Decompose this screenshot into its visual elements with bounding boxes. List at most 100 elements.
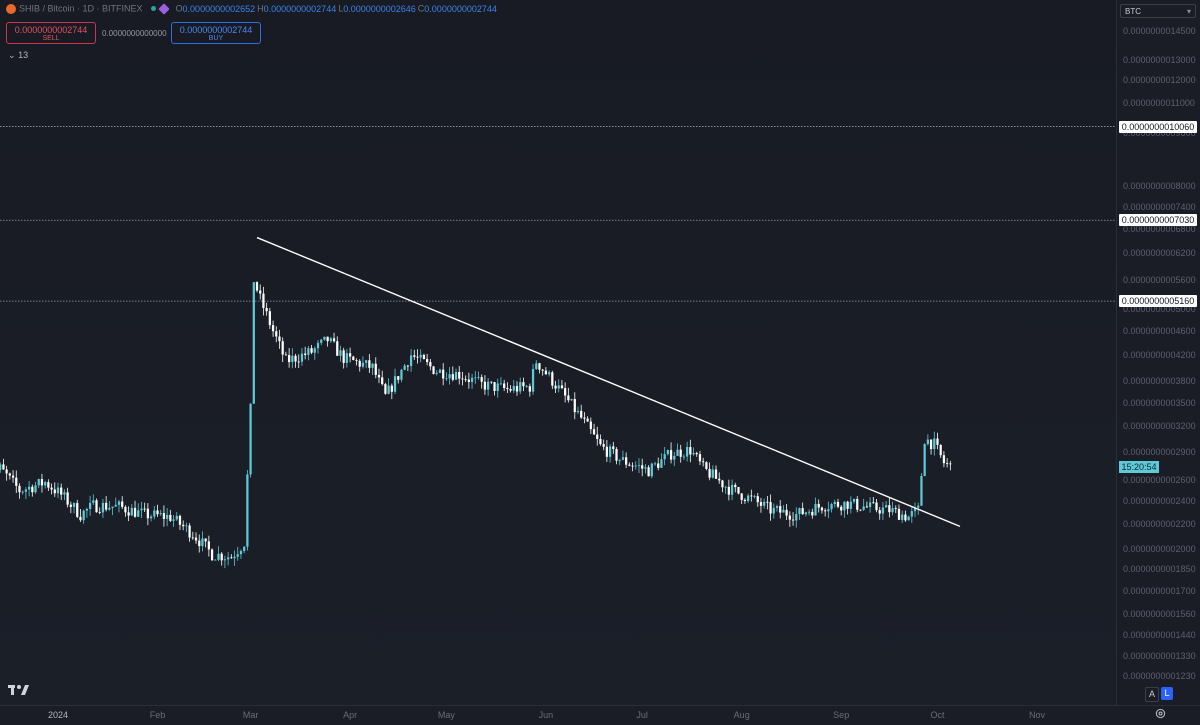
candle-body: [98, 512, 101, 513]
shib-coin-icon: [6, 3, 16, 14]
candle-body: [666, 450, 669, 455]
candle-body: [833, 501, 836, 505]
currency-selector[interactable]: BTC ▾: [1120, 4, 1196, 18]
candle-body: [801, 508, 804, 515]
candle-body: [329, 338, 332, 342]
candle-body: [727, 486, 730, 495]
candle-body: [387, 385, 390, 394]
price-tick-label: 0.0000000006200: [1123, 248, 1196, 259]
candle-body: [2, 464, 5, 470]
candle-body: [836, 501, 840, 507]
candle-body: [326, 336, 329, 342]
candle-body: [788, 515, 791, 520]
candle-body: [275, 331, 278, 337]
candle-body: [589, 421, 592, 430]
plugin-icon[interactable]: [157, 2, 170, 15]
candle-body: [470, 377, 474, 382]
time-axis[interactable]: 2024 Feb Mar Apr May Jun Jul Aug Sep Oct Nov: [0, 705, 1200, 725]
candle-body: [576, 410, 580, 413]
candle-body: [705, 462, 708, 469]
candle-body: [602, 444, 605, 447]
symbol-title[interactable]: SHIB / Bitcoin · 1D · BITFINEX: [19, 3, 143, 14]
candle-body: [201, 538, 204, 547]
candle-body: [198, 540, 201, 547]
candle-body: [432, 366, 435, 374]
candle-body: [891, 508, 894, 513]
ohlc-low-key: L: [338, 3, 344, 14]
candle-body: [169, 514, 172, 521]
time-tick-label: Mar: [242, 710, 259, 720]
candle-body: [88, 502, 92, 509]
candle-body: [737, 487, 740, 494]
tradingview-logo-icon[interactable]: [8, 683, 30, 697]
candle-body: [0, 464, 2, 470]
candle-body: [438, 369, 442, 373]
candle-body: [255, 282, 259, 291]
candle-body: [390, 385, 393, 392]
candle-body: [143, 508, 146, 510]
candle-body: [454, 371, 458, 380]
candle-body: [243, 546, 246, 551]
candle-body: [451, 374, 454, 380]
chart-pane[interactable]: [0, 0, 1116, 705]
candle-body: [316, 342, 320, 349]
time-tick-label: Sep: [833, 710, 850, 720]
candle-body: [846, 501, 849, 509]
horizontal-level-label: 0.0000000007030: [1119, 214, 1197, 227]
candle-body: [795, 514, 798, 521]
candle-body: [920, 475, 923, 506]
candle-body: [730, 484, 734, 495]
horizontal-level-label: 0.0000000005160: [1119, 295, 1197, 308]
ohlc-low-value: 0.0000000002646: [343, 3, 416, 14]
time-tick-label: Jul: [636, 710, 648, 720]
candle-body: [477, 376, 480, 378]
candle-body: [512, 386, 515, 391]
candle-body: [904, 514, 907, 521]
candle-body: [586, 418, 589, 422]
indicators-toggle[interactable]: ⌄ 13: [8, 50, 28, 61]
auto-scale-button[interactable]: A: [1145, 687, 1159, 702]
candle-body: [910, 511, 913, 517]
time-tick-label: Feb: [149, 710, 166, 720]
candle-body: [926, 439, 929, 445]
price-tick-label: 0.0000000002600: [1123, 475, 1196, 486]
candle-body: [515, 386, 519, 392]
price-tick-label: 0.0000000002900: [1123, 446, 1196, 457]
candle-body: [304, 353, 307, 355]
candle-body: [287, 355, 291, 363]
candle-body: [355, 360, 358, 361]
candle-body: [721, 480, 724, 488]
candle-body: [44, 482, 47, 486]
price-axis[interactable]: BTC ▾ 0.0000000014500 0.0000000013000 0.00…: [1116, 0, 1200, 705]
candle-body: [560, 385, 564, 389]
sell-button[interactable]: 0.0000000002744 SELL: [6, 22, 96, 44]
candle-body: [27, 486, 31, 490]
settings-gear-icon[interactable]: [1155, 708, 1166, 719]
candle-body: [368, 360, 371, 368]
candle-body: [259, 290, 262, 294]
candle-body: [307, 348, 310, 355]
candle-body: [933, 438, 936, 450]
buy-price: 0.0000000002744: [179, 25, 253, 35]
buy-button[interactable]: 0.0000000002744 BUY: [171, 22, 261, 44]
candle-body: [689, 447, 692, 455]
candle-body: [843, 501, 846, 511]
candle-body: [406, 365, 409, 367]
candle-body: [567, 395, 570, 401]
candle-body: [53, 489, 56, 494]
log-scale-button[interactable]: L: [1161, 687, 1173, 700]
candle-body: [345, 353, 349, 363]
candle-body: [676, 449, 679, 456]
candle-body: [714, 469, 718, 479]
chart-svg[interactable]: [0, 0, 1116, 705]
candle-body: [811, 511, 814, 516]
candle-body: [493, 382, 496, 392]
candle-body: [361, 362, 365, 367]
candle-body: [426, 359, 429, 363]
trendline[interactable]: [256, 236, 961, 528]
candle-body: [291, 355, 294, 363]
price-tick-label: 0.0000000003500: [1123, 397, 1196, 408]
candle-body: [711, 469, 714, 478]
candle-body: [130, 507, 133, 516]
candle-body: [24, 489, 28, 492]
